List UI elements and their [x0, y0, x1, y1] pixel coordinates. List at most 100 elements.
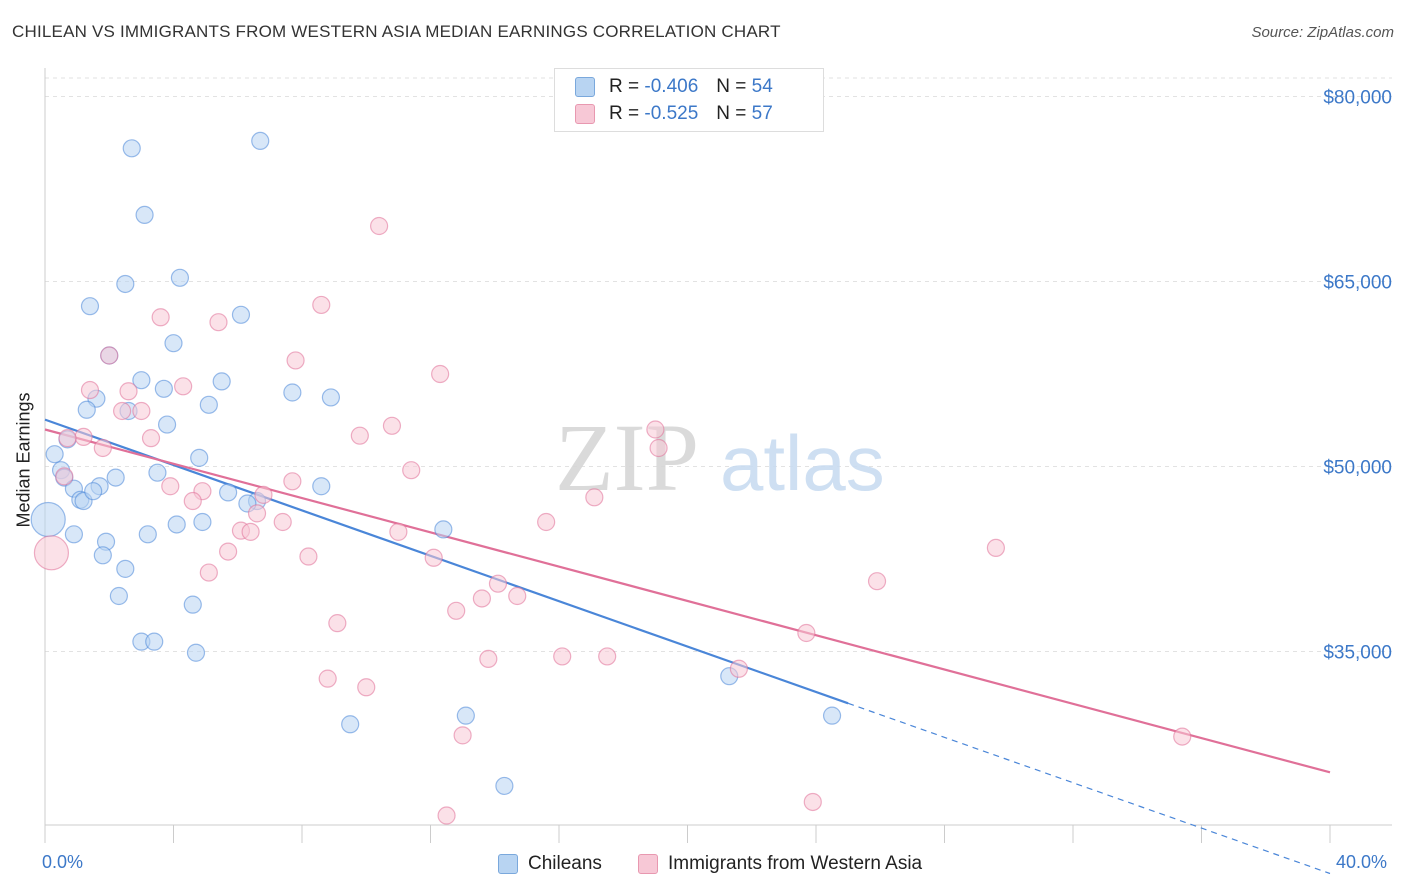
- point-chileans: [135, 205, 154, 224]
- point-western-asia: [58, 429, 77, 448]
- legend-item-chileans[interactable]: Chileans: [498, 852, 602, 876]
- point-western-asia: [598, 647, 617, 666]
- point-western-asia: [100, 346, 119, 365]
- y-tick-label: $65,000: [1323, 273, 1392, 294]
- r-label: R =: [609, 103, 640, 124]
- source-credit: Source: ZipAtlas.com: [1251, 24, 1394, 41]
- point-chileans: [84, 482, 103, 501]
- point-chileans: [132, 371, 151, 390]
- point-western-asia: [132, 401, 151, 421]
- trend-lines: [44, 418, 1331, 875]
- point-chileans: [456, 706, 475, 725]
- point-western-asia: [431, 364, 450, 384]
- point-western-asia: [299, 547, 318, 566]
- point-western-asia: [318, 669, 337, 688]
- point-chileans: [80, 297, 100, 316]
- point-western-asia: [797, 623, 816, 643]
- point-western-asia: [1173, 727, 1192, 746]
- point-western-asia: [286, 351, 305, 370]
- point-chileans: [219, 483, 238, 502]
- point-western-asia: [453, 726, 472, 745]
- point-chileans: [167, 515, 186, 534]
- point-western-asia: [424, 548, 443, 567]
- point-western-asia: [161, 477, 180, 496]
- point-western-asia: [370, 216, 389, 236]
- point-western-asia: [141, 429, 161, 448]
- legend-swatch-western-asia: [638, 854, 658, 874]
- point-western-asia: [537, 512, 556, 532]
- n-value: 54: [751, 76, 773, 97]
- point-western-asia: [585, 488, 604, 507]
- stats-row-chileans: R = -0.406 N = 54: [575, 75, 773, 99]
- point-western-asia: [283, 472, 302, 491]
- point-western-asia: [472, 589, 491, 608]
- r-label: R =: [609, 76, 640, 97]
- point-chileans: [822, 706, 842, 725]
- point-western-asia: [649, 438, 668, 458]
- gridlines: [45, 77, 1392, 652]
- y-tick-label: $35,000: [1323, 643, 1392, 664]
- point-chileans: [495, 776, 514, 796]
- point-chileans: [64, 525, 84, 544]
- point-western-asia: [174, 377, 193, 396]
- x-tick-label-max: 40.0%: [1336, 852, 1388, 872]
- point-western-asia: [312, 295, 331, 315]
- point-western-asia: [80, 380, 100, 400]
- point-western-asia: [183, 491, 202, 511]
- point-chileans: [116, 274, 135, 294]
- point-chileans: [157, 415, 177, 434]
- point-chileans: [77, 400, 96, 419]
- legend-item-western-asia[interactable]: Immigrants from Western Asia: [638, 852, 922, 876]
- point-chileans: [231, 305, 251, 324]
- n-value: 57: [751, 103, 773, 124]
- point-western-asia: [553, 647, 572, 666]
- point-chileans: [212, 372, 231, 391]
- legend-swatch-pink: [575, 104, 595, 124]
- y-tick-label: $80,000: [1323, 88, 1392, 109]
- x-tick-label-min: 0.0%: [42, 852, 84, 872]
- point-chileans: [312, 477, 331, 496]
- trend-line-western-asia: [44, 428, 1331, 774]
- point-chileans: [321, 388, 341, 407]
- point-western-asia: [447, 601, 466, 620]
- point-western-asia: [357, 678, 376, 697]
- point-western-asia: [328, 614, 347, 633]
- point-western-asia: [986, 538, 1006, 558]
- n-label: N =: [716, 76, 747, 97]
- point-chileans: [30, 501, 66, 538]
- point-western-asia: [646, 420, 665, 439]
- point-western-asia: [254, 485, 273, 504]
- point-chileans: [170, 268, 190, 287]
- point-chileans: [148, 463, 167, 482]
- point-chileans: [45, 445, 64, 464]
- point-western-asia: [437, 806, 456, 825]
- point-chileans: [183, 595, 202, 614]
- r-value: -0.406: [644, 76, 699, 97]
- point-chileans: [93, 546, 112, 565]
- point-western-asia: [350, 426, 369, 445]
- point-western-asia: [479, 649, 498, 669]
- point-western-asia: [219, 542, 238, 561]
- point-western-asia: [112, 401, 132, 421]
- point-western-asia: [729, 659, 749, 678]
- watermark: ZIP atlas: [555, 404, 885, 511]
- point-western-asia: [119, 382, 138, 401]
- point-chileans: [190, 448, 209, 467]
- legend-label-western-asia: Immigrants from Western Asia: [668, 853, 923, 874]
- point-western-asia: [389, 522, 408, 541]
- point-western-asia: [151, 308, 170, 327]
- y-axis-label: Median Earnings: [13, 392, 34, 528]
- legend-label-chileans: Chileans: [528, 853, 602, 874]
- point-western-asia: [199, 563, 218, 582]
- point-chileans: [106, 468, 125, 487]
- point-chileans: [154, 379, 173, 398]
- data-points: [30, 131, 1192, 825]
- trend-line-chileans: [44, 418, 849, 705]
- point-chileans: [251, 131, 270, 150]
- stats-row-western-asia: R = -0.525 N = 57: [575, 102, 773, 126]
- y-tick-label: $50,000: [1323, 458, 1392, 479]
- point-western-asia: [209, 313, 228, 332]
- point-chileans: [283, 383, 302, 402]
- point-chileans: [164, 334, 183, 353]
- point-western-asia: [33, 535, 70, 571]
